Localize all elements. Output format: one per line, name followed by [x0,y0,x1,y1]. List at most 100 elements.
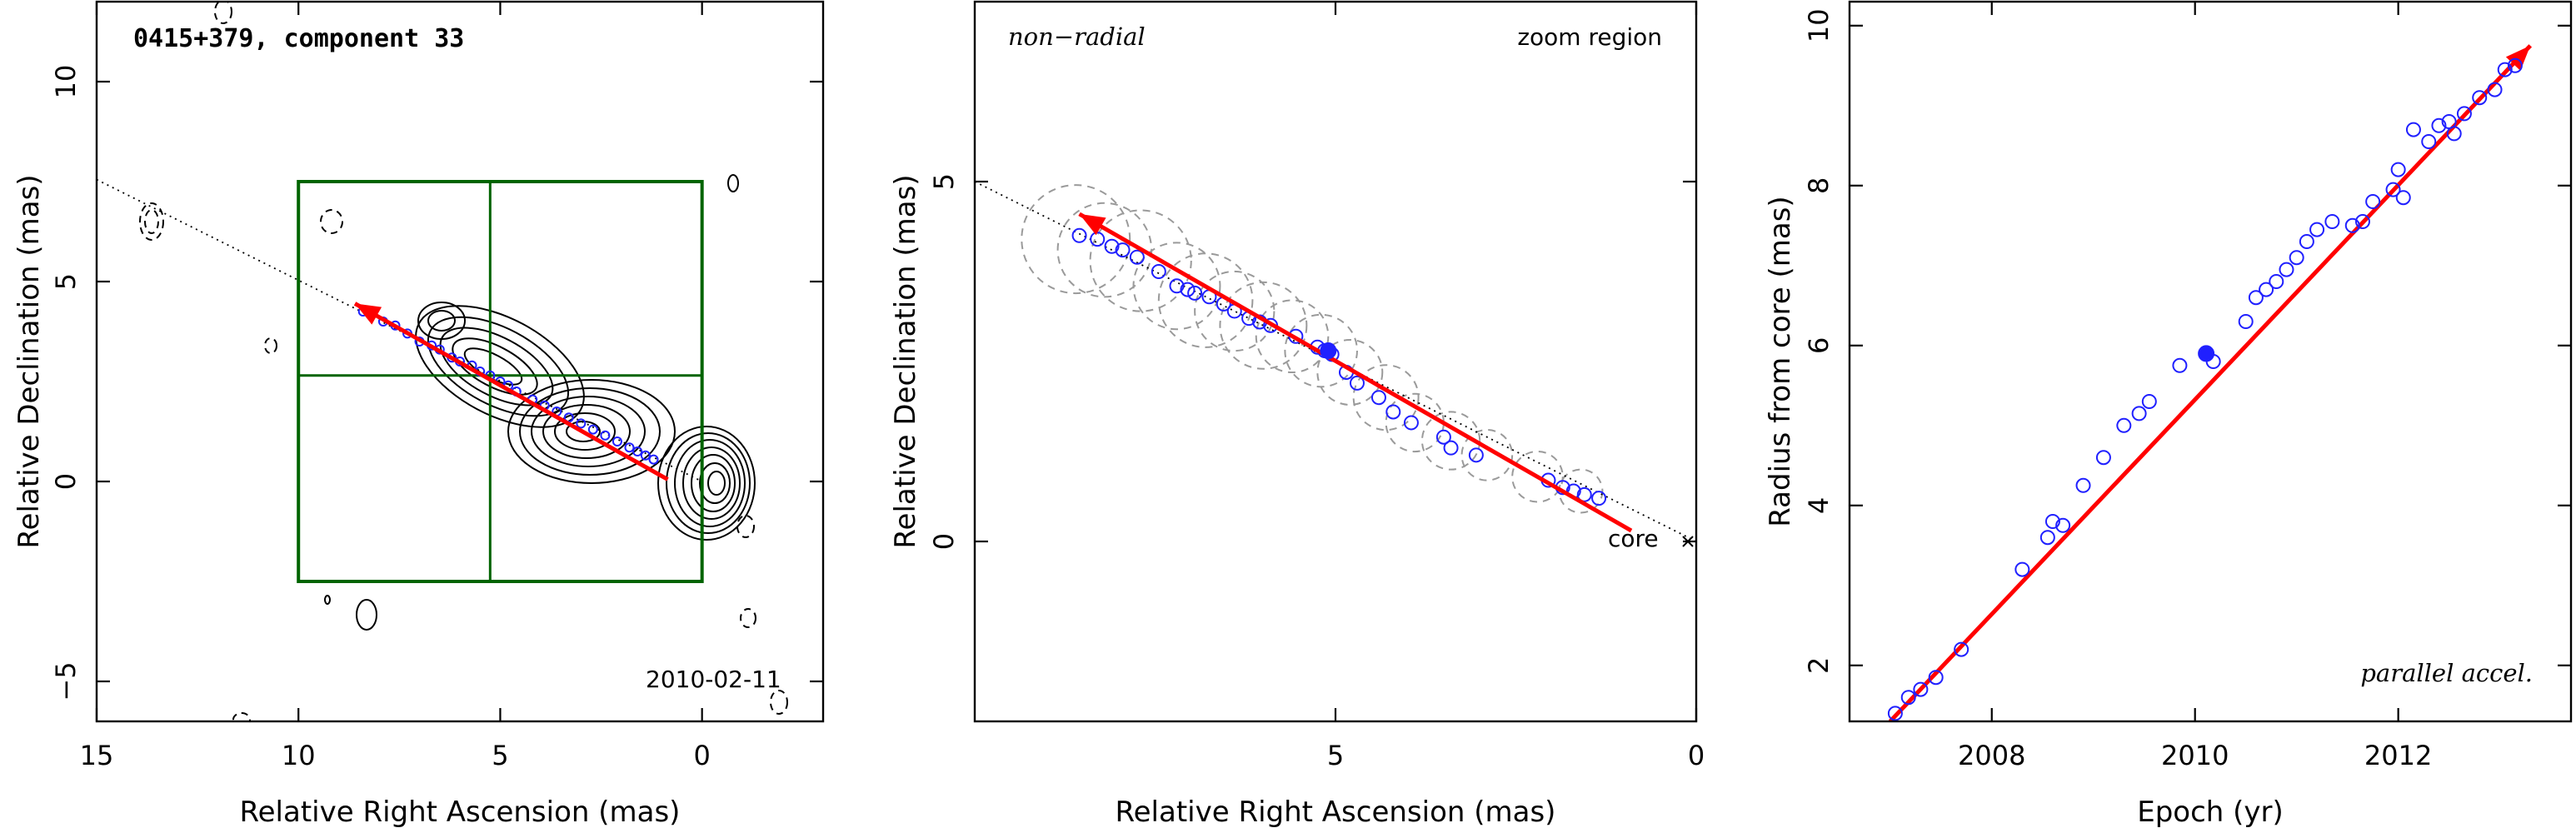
core-contour-7 [707,471,726,496]
jet-outer-contour-1 [417,302,466,340]
right-observation-point [2289,250,2304,266]
negative-contour-9 [232,712,251,721]
component-size-circle [1255,299,1330,374]
left-y-tick-label: 0 [50,473,82,490]
right-observation-point [2390,162,2406,177]
right-y-axis-label: Radius from core (mas) [1764,196,1797,526]
component-size-circle [1460,429,1514,481]
right-observation-point [2497,62,2513,77]
right-x-tick-label: 2010 [2161,740,2229,771]
left-x-tick-label: 15 [80,740,114,771]
right-y-tick-label: 2 [1803,657,1835,674]
right-observation-point [2354,214,2370,229]
right-observation-point [2172,357,2188,373]
left-data-layer [96,178,704,583]
middle-x-axis-label: Relative Right Ascension (mas) [1116,796,1556,829]
right-observation-point [2487,82,2503,97]
right-data-layer [1887,44,2533,721]
left-plot-area [139,2,788,721]
right-observation-point [2014,561,2030,577]
component-size-circle [1385,392,1445,453]
knot-contour-4 [542,404,631,459]
middle-x-tick-label: 5 [1327,740,1344,771]
component-size-circle [1132,242,1221,331]
right-observation-point [2141,394,2157,409]
right-observation-point [2446,126,2462,142]
right-y-tick-label: 10 [1803,8,1835,42]
middle-fit-vector-head [1079,213,1106,236]
right-fit-vector-head [2505,45,2531,71]
right-observation-point [2299,234,2314,249]
middle-axis-ticks: 5 0 0 5 [928,2,1705,771]
knot-contour-2 [519,387,661,476]
jet-contour-2 [427,316,570,417]
middle-observation-point [1468,447,1484,463]
right-observation-point [1887,706,1903,721]
right-parallel-accel-label: parallel accel. [2360,659,2533,687]
component-size-circle [1219,281,1308,370]
left-x-tick-label: 5 [492,740,508,771]
component-size-circle [1316,338,1384,406]
right-observation-point [2044,514,2060,529]
right-observation-point [2365,194,2381,209]
right-observation-point [2039,530,2055,546]
left-y-tick-label: −5 [50,661,82,701]
left-fit-vector-line [353,302,669,481]
right-observation-point [2472,90,2488,106]
middle-observation-point [1443,440,1459,456]
right-observation-point [1954,641,1969,657]
isolated-contour-2 [356,599,377,631]
radio-contour-map [139,2,788,721]
middle-data-layer [975,181,1696,547]
right-y-tick-label: 6 [1803,337,1835,354]
negative-contour-8 [214,2,232,24]
right-x-tick-label: 2008 [1958,740,2025,771]
right-plot-frame [1848,0,2573,723]
negative-contour-3 [320,209,343,234]
core-contour-1 [657,426,756,541]
right-observation-point [2131,406,2147,421]
middle-observation-point [1180,282,1196,297]
right-observation-point [2344,217,2360,233]
middle-y-tick-label: 5 [928,173,960,190]
component-size-circle [1021,184,1131,295]
right-observation-point [2075,477,2091,493]
left-observation-point [624,442,635,453]
middle-non-radial-label: non−radial [1008,22,1146,51]
right-fit-vector-line [1888,44,2533,721]
negative-contour-1 [139,202,164,241]
middle-reference-epoch-point [1320,342,1337,360]
middle-observation-point [1576,486,1592,502]
core-contour-6 [699,462,731,504]
middle-fit-vector-line [1078,212,1633,533]
left-observation-point [576,418,587,429]
middle-y-axis-label: Relative Declination (mas) [889,174,922,548]
knot-contour-1 [507,379,676,484]
middle-observation-point [1129,249,1145,265]
left-y-tick-label: 10 [50,65,82,99]
negative-contour-6 [740,608,756,628]
core-contour-2 [666,432,751,534]
left-plot-frame [95,0,825,723]
right-observation-point [2431,117,2447,133]
component-size-circle [1511,450,1564,503]
jet-outer-contour-2 [427,310,456,332]
right-observation-point [1913,681,1929,697]
middle-observation-point [1071,227,1087,243]
left-panel-title: 0415+379, component 33 [133,24,464,53]
right-observation-point [2279,262,2294,277]
component-size-circle [1157,252,1254,348]
left-observation-point [632,446,643,456]
middle-observation-point [1370,390,1386,406]
right-observation-point [2395,190,2411,206]
left-observation-point [640,450,651,461]
right-observation-point [2456,106,2472,122]
left-observation-point [612,436,622,446]
component-size-circle [1420,411,1481,471]
middle-observation-point [1090,232,1106,247]
left-fit-vector-head [355,303,382,325]
right-observation-point [1928,670,1944,686]
right-y-tick-label: 4 [1803,497,1835,514]
isolated-contour-1 [727,174,739,192]
